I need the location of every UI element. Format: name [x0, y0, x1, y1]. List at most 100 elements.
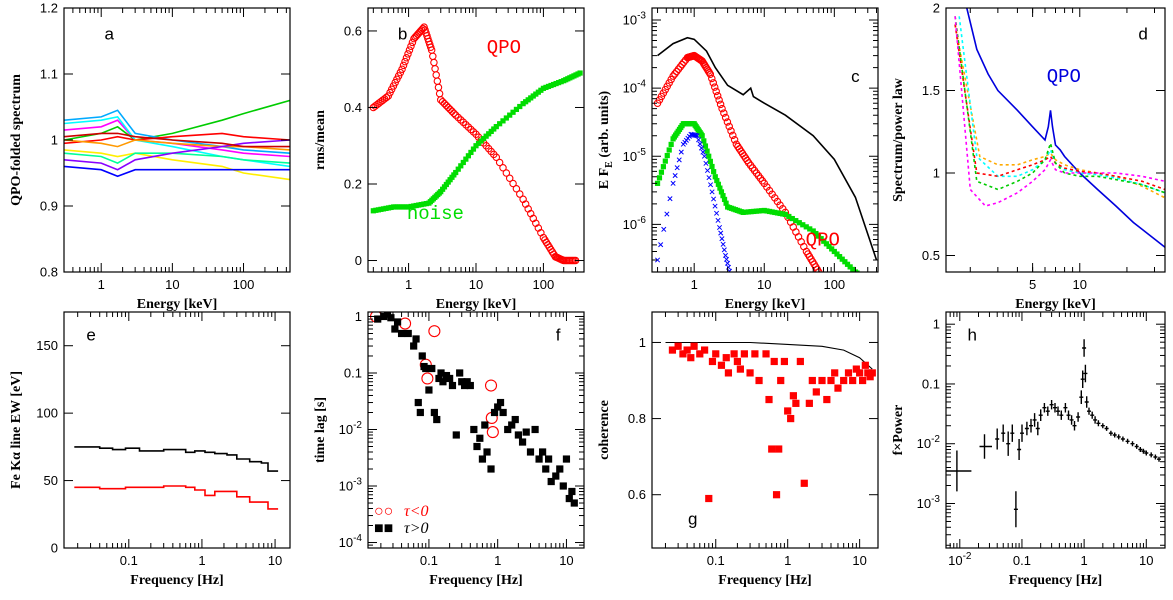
- xtick-label-h-2: 1: [1081, 553, 1088, 568]
- series-b-0-point-58: [457, 116, 465, 124]
- series-b-0-point-46: [434, 83, 443, 92]
- series-f-1-point-31: [470, 425, 478, 434]
- panel-label-e: e: [86, 325, 95, 344]
- series-h-0-point-0: [946, 450, 972, 492]
- series-h-0-point-13: [1038, 409, 1043, 421]
- series-d-2-line: [958, 16, 1165, 194]
- series-h-0-point-26: [1080, 370, 1085, 388]
- series-c-1-point-53: [727, 127, 735, 135]
- series-h-0-point-39: [1120, 436, 1125, 442]
- ytick-label-f-0: 1: [355, 309, 362, 324]
- series-c-2-point-61: [753, 208, 759, 214]
- ylabel-main: E F: [597, 168, 612, 189]
- series-h-0-point-17: [1053, 403, 1057, 413]
- series-b-0-point-78: [512, 185, 521, 193]
- series-c-3-point-25: [701, 153, 707, 159]
- series-c-2-point-100: [859, 274, 864, 279]
- series-h-0-point-9: [1024, 421, 1029, 436]
- series-c-1-point-47: [716, 100, 725, 109]
- series-b-1-point-46: [468, 149, 474, 156]
- ylabel-main: Spectrum/power law: [891, 77, 906, 202]
- series-c-2-point-84: [821, 238, 827, 244]
- series-g-1-point-32: [792, 399, 800, 407]
- series-h-0-point-45: [1144, 450, 1149, 456]
- series-a-5-line: [64, 139, 290, 151]
- panel-label-h: h: [968, 325, 977, 344]
- series-h-0-point-27: [1082, 339, 1087, 357]
- series-c-2-point-4: [662, 158, 668, 164]
- series-c-3-point-4: [667, 196, 673, 202]
- series-h-0-point-38: [1116, 434, 1121, 440]
- xtick-label-h-3: 10: [1139, 553, 1153, 568]
- series-b-0-point-57: [454, 113, 462, 122]
- series-h-0-point-25: [1079, 390, 1084, 404]
- series-c-3-point-19: [693, 132, 699, 139]
- series-b-0-point-18: [401, 57, 409, 66]
- series-c-2-point-78: [803, 224, 809, 230]
- series-c-2-point-3: [660, 164, 666, 170]
- series-f-1-point-42: [504, 425, 512, 434]
- series-h-0-point-11: [1032, 413, 1037, 427]
- series-b-0-point-77: [509, 179, 517, 188]
- series-c-3-point-0: [654, 257, 661, 263]
- annotation-b-1: noise: [407, 203, 464, 225]
- series-b-1-point-88: [577, 70, 583, 76]
- ytick-label-a-0: 0.8: [40, 265, 58, 280]
- ytick-sup: -3: [637, 10, 646, 21]
- series-c-3-point-24: [700, 149, 706, 155]
- panel-g: 0.1 1 10 0.6 0.8 1 Frequency [Hz] coherence g: [597, 311, 879, 588]
- series-g-1-point-41: [831, 369, 839, 377]
- series-c-1-point-43: [710, 83, 719, 91]
- xtick-label-h-1: 0.1: [1013, 553, 1031, 568]
- series-b-1-point-41: [455, 166, 461, 172]
- plot-area: [954, 8, 1165, 248]
- series-f-1-point-45: [514, 431, 522, 439]
- frame-h: [945, 311, 1166, 549]
- series-f-1-point-16: [428, 364, 436, 373]
- series-f-1-point-50: [535, 455, 543, 463]
- series-f-1-point-41: [499, 408, 507, 417]
- series-b-0-point-42: [430, 58, 438, 67]
- series-f-1-point-60: [568, 487, 576, 496]
- series-f-1-point-10: [414, 398, 422, 407]
- series-b-0-point-22: [407, 42, 415, 51]
- series-c-3-point-30: [709, 189, 715, 195]
- ytick-label-h-1: 0.1: [922, 376, 940, 391]
- series-g-1-point-44: [844, 369, 853, 377]
- series-f-1-point-3: [387, 314, 395, 322]
- series-c-3-point-43: [725, 264, 732, 270]
- legend-symbol-0: ○○: [374, 503, 393, 520]
- series-g-1-point-28: [780, 357, 788, 366]
- series-d-3-line: [954, 24, 1165, 191]
- series-f-0-point-1: [399, 317, 412, 330]
- series-g-1-point-51: [866, 373, 874, 381]
- series-d-4-line: [954, 16, 1165, 194]
- series-f-1-point-5: [393, 318, 402, 326]
- series-h-0-point-10: [1029, 418, 1033, 433]
- series-c-1-point-40: [706, 70, 715, 78]
- series-c-2-point-65: [764, 208, 770, 214]
- ytick-label-a-1: 0.9: [40, 199, 58, 214]
- series-c-2-point-89: [834, 251, 840, 257]
- series-b-0-point-47: [435, 89, 444, 98]
- series-g-1-point-23: [768, 445, 776, 453]
- series-c-2-point-7: [668, 141, 674, 148]
- series-c-2-point-73: [786, 213, 792, 220]
- series-c-3-point-27: [704, 167, 711, 174]
- series-c-1-point-12: [676, 63, 684, 71]
- series-c-2-point-69: [774, 210, 781, 216]
- series-g-1-point-18: [746, 369, 754, 377]
- series-b-1-point-62: [513, 106, 520, 112]
- series-h-0-point-48: [1157, 456, 1161, 462]
- series-c-3-point-42: [724, 260, 731, 266]
- series-f-1-point-29: [463, 378, 471, 386]
- series-c-1-point-54: [729, 131, 737, 140]
- series-c-2-point-77: [800, 222, 806, 228]
- series-f-1-point-35: [481, 421, 489, 429]
- series-b-1-point-63: [517, 103, 523, 110]
- series-b-0-point-53: [446, 105, 454, 114]
- series-f-1-point-37: [487, 465, 495, 473]
- series-g-1-point-12: [722, 354, 730, 362]
- series-h-0-point-32: [1093, 416, 1098, 424]
